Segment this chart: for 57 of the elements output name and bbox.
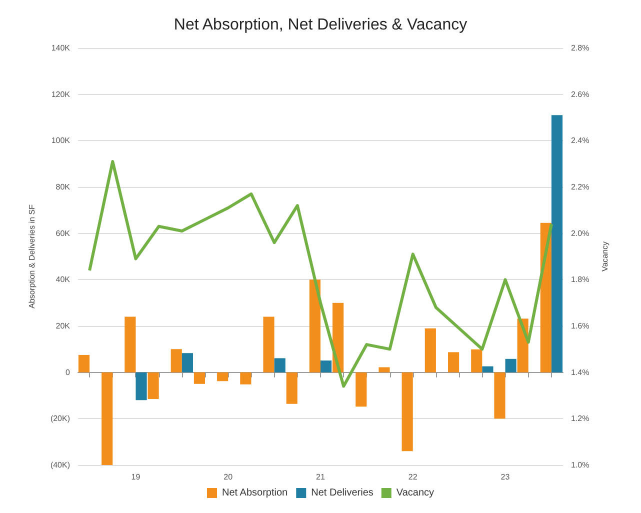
y2-axis-title: Vacancy [600,241,610,272]
bar [378,367,390,372]
x-tick-label: 21 [316,472,326,482]
bar [102,372,113,465]
bar [263,316,274,372]
bar [182,353,194,372]
bar [240,372,252,384]
bar [551,115,563,372]
y2-tick-label: 2.2% [571,182,590,192]
bar [402,372,413,452]
y-tick-label: 20K [56,322,71,330]
bar [78,354,90,372]
bar [274,358,286,372]
y2-tick-label: 2.0% [571,228,590,238]
line-series [88,160,553,388]
x-tick-label: 22 [408,472,418,482]
y2-tick-label: 1.2% [571,414,590,424]
bar [286,372,298,404]
bar [194,372,206,384]
x-tick-label: 23 [500,472,510,482]
y-tick-label: 120K [51,90,71,99]
bar [482,366,494,372]
legend-label: Net Absorption [222,488,288,498]
y2-tick-label: 1.4% [571,368,590,377]
y-tick-label: 80K [56,182,71,192]
y2-tick-label: 1.0% [571,460,590,470]
y-axis-title: Absorption & Deliveries in SF [28,204,36,309]
y-tick-label: 40K [56,275,71,284]
bar [217,372,228,382]
bar [320,360,332,372]
y2-tick-label: 2.8% [571,44,590,52]
y2-tick-label: 2.6% [571,90,590,99]
x-tick-label: 19 [131,472,141,482]
y-tick-label: (20K) [50,414,70,424]
bar [448,352,460,372]
bar [494,372,506,419]
y-tick-label: 140K [51,44,71,52]
bar [124,316,136,372]
y2-tick-label: 1.6% [571,322,590,330]
y-tick-label: 100K [51,136,71,146]
y2-tick-label: 1.8% [571,275,590,284]
y-tick-label: 0 [66,368,71,377]
legend-label: Net Deliveries [311,488,374,498]
y-tick-label: 60K [56,228,71,238]
bar [148,372,159,399]
bar [170,349,182,372]
bar [505,358,516,372]
bar [136,372,147,400]
chart-title: Net Absorption, Net Deliveries & Vacancy [174,16,468,34]
y2-tick-label: 2.4% [571,136,590,146]
bar [309,280,320,372]
y-tick-label: (40K) [50,460,70,470]
x-tick-label: 20 [224,472,234,482]
legend-label: Vacancy [396,488,434,498]
bar [471,349,482,372]
bar [356,372,367,407]
bar [424,328,436,372]
